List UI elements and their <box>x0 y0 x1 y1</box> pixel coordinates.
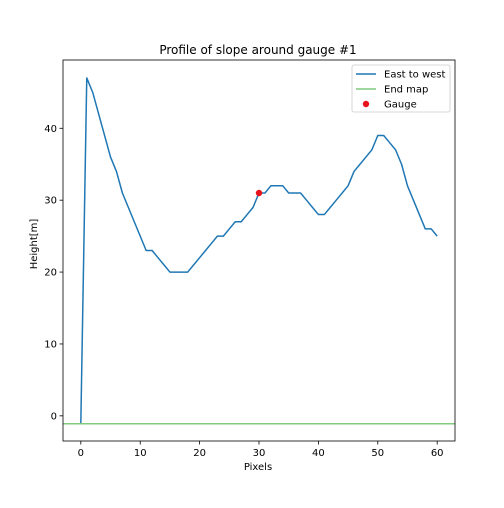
chart-title: Profile of slope around gauge #1 <box>159 43 356 57</box>
y-tick-label: 40 <box>44 124 57 135</box>
y-axis-label: Height[m] <box>29 219 40 270</box>
y-tick-label: 0 <box>51 411 57 422</box>
y-tick-label: 30 <box>44 196 57 207</box>
legend-box <box>351 64 451 113</box>
x-tick-label: 40 <box>312 448 325 459</box>
plot-area <box>63 77 455 425</box>
x-tick-label: 0 <box>78 448 84 459</box>
x-tick-label: 60 <box>431 448 444 459</box>
axes: 0 10 20 30 40 50 60 0 10 20 30 40 <box>44 59 456 459</box>
legend-marker-gauge <box>362 100 370 108</box>
x-axis-label: Pixels <box>244 462 272 473</box>
x-tick-label: 20 <box>193 448 206 459</box>
x-tick-label: 30 <box>253 448 266 459</box>
legend-label: East to west <box>384 70 446 81</box>
y-tick-label: 20 <box>44 268 57 279</box>
y-tick-label: 10 <box>44 339 57 350</box>
x-tick-label: 50 <box>371 448 384 459</box>
legend-label: Gauge <box>384 100 417 111</box>
gauge-point <box>255 189 263 197</box>
legend: East to west End map Gauge <box>351 64 451 113</box>
legend-label: End map <box>384 85 428 96</box>
x-tick-label: 10 <box>134 448 147 459</box>
